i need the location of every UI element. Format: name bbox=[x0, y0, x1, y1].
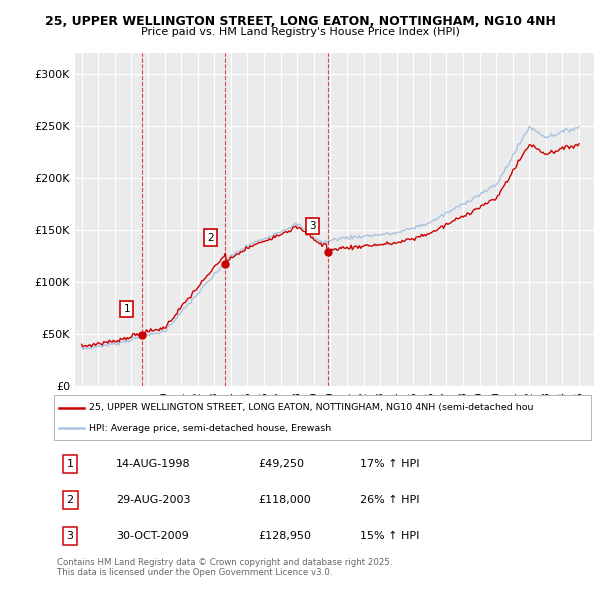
Text: 29-AUG-2003: 29-AUG-2003 bbox=[116, 496, 190, 506]
Text: 30-OCT-2009: 30-OCT-2009 bbox=[116, 532, 188, 542]
Text: 15% ↑ HPI: 15% ↑ HPI bbox=[360, 532, 419, 542]
Text: 2: 2 bbox=[67, 496, 74, 506]
Text: 1: 1 bbox=[67, 460, 74, 469]
Text: £118,000: £118,000 bbox=[258, 496, 311, 506]
Text: 25, UPPER WELLINGTON STREET, LONG EATON, NOTTINGHAM, NG10 4NH: 25, UPPER WELLINGTON STREET, LONG EATON,… bbox=[44, 15, 556, 28]
Text: 1: 1 bbox=[124, 304, 130, 314]
Text: 25, UPPER WELLINGTON STREET, LONG EATON, NOTTINGHAM, NG10 4NH (semi-detached hou: 25, UPPER WELLINGTON STREET, LONG EATON,… bbox=[89, 403, 533, 412]
Text: £128,950: £128,950 bbox=[258, 532, 311, 542]
Text: 14-AUG-1998: 14-AUG-1998 bbox=[116, 460, 190, 469]
Text: 3: 3 bbox=[67, 532, 74, 542]
Text: 26% ↑ HPI: 26% ↑ HPI bbox=[360, 496, 419, 506]
Text: 3: 3 bbox=[310, 221, 316, 231]
Text: 17% ↑ HPI: 17% ↑ HPI bbox=[360, 460, 419, 469]
Text: Contains HM Land Registry data © Crown copyright and database right 2025.
This d: Contains HM Land Registry data © Crown c… bbox=[57, 558, 392, 577]
Text: HPI: Average price, semi-detached house, Erewash: HPI: Average price, semi-detached house,… bbox=[89, 424, 331, 432]
Text: 2: 2 bbox=[207, 232, 214, 242]
Text: Price paid vs. HM Land Registry's House Price Index (HPI): Price paid vs. HM Land Registry's House … bbox=[140, 27, 460, 37]
Text: £49,250: £49,250 bbox=[258, 460, 304, 469]
